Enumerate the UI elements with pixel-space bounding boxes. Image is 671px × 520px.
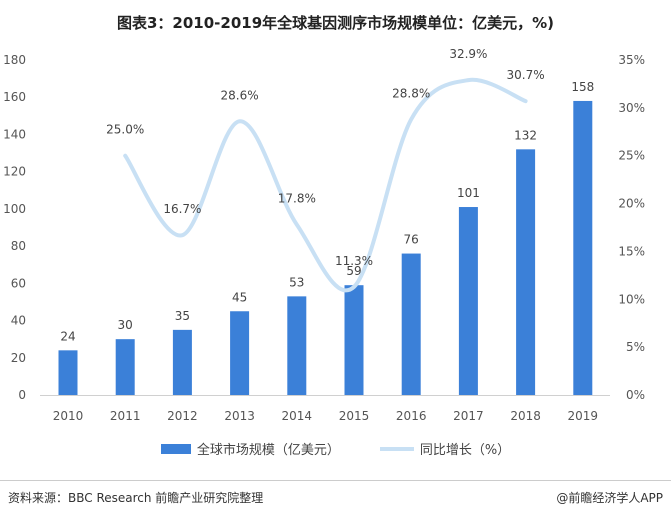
left-axis-tick: 80 xyxy=(11,239,26,253)
x-axis-tick: 2012 xyxy=(167,409,198,423)
legend-label-growth: 同比增长（%） xyxy=(419,443,511,458)
right-axis-tick: 0% xyxy=(626,388,645,402)
legend-item-growth: 同比增长（%） xyxy=(379,439,511,458)
bar xyxy=(573,100,593,395)
x-axis-tick: 2013 xyxy=(224,409,255,423)
left-axis-tick: 160 xyxy=(3,90,26,104)
growth-label: 16.7% xyxy=(163,202,201,216)
right-axis-tick: 25% xyxy=(618,149,645,163)
bar-label: 35 xyxy=(175,309,190,323)
right-axis-tick: 10% xyxy=(618,292,645,306)
bar xyxy=(172,329,192,395)
right-axis-tick: 15% xyxy=(618,244,645,258)
x-axis-tick: 2015 xyxy=(339,409,370,423)
growth-label: 25.0% xyxy=(106,123,144,137)
legend-item-market: 全球市场规模（亿美元） xyxy=(160,439,340,458)
x-axis-tick: 2011 xyxy=(110,409,141,423)
legend: 全球市场规模（亿美元） 同比增长（%） xyxy=(0,439,671,458)
bar xyxy=(344,285,364,395)
growth-label: 28.8% xyxy=(392,86,430,100)
legend-label-market: 全球市场规模（亿美元） xyxy=(196,443,340,458)
bar-label: 30 xyxy=(118,318,133,332)
left-axis-tick: 100 xyxy=(3,202,26,216)
growth-label: 30.7% xyxy=(507,68,545,82)
bar-label: 158 xyxy=(571,80,594,94)
right-axis-tick: 20% xyxy=(618,197,645,211)
bar xyxy=(58,350,78,395)
left-axis-tick: 40 xyxy=(11,314,26,328)
bar-label: 76 xyxy=(404,233,419,247)
right-axis-tick: 30% xyxy=(618,101,645,115)
bar xyxy=(287,296,307,395)
bar xyxy=(458,207,478,395)
left-axis-tick: 120 xyxy=(3,165,26,179)
left-axis-tick: 0 xyxy=(18,388,26,402)
legend-swatch-line xyxy=(379,446,414,451)
x-axis-tick: 2016 xyxy=(396,409,427,423)
right-axis-tick: 35% xyxy=(618,53,645,67)
bar-label: 45 xyxy=(232,290,247,304)
footer: 资料来源：BBC Research 前瞻产业研究院整理 @前瞻经济学人APP xyxy=(8,489,663,506)
growth-label: 17.8% xyxy=(278,192,316,206)
bar-label: 132 xyxy=(514,128,537,142)
growth-line xyxy=(123,77,528,293)
footer-divider xyxy=(0,480,671,481)
bar-label: 53 xyxy=(289,275,304,289)
growth-label: 28.6% xyxy=(221,88,259,102)
bar xyxy=(401,253,421,395)
left-axis-tick: 60 xyxy=(11,276,26,290)
right-axis-tick: 5% xyxy=(626,340,645,354)
left-axis-tick: 20 xyxy=(11,351,26,365)
x-axis-tick: 2018 xyxy=(510,409,541,423)
bar-label: 101 xyxy=(457,186,480,200)
bar xyxy=(516,149,536,395)
x-axis-tick: 2014 xyxy=(282,409,313,423)
legend-swatch-bar xyxy=(160,443,191,454)
chart-title: 图表3：2010-2019年全球基因测序市场规模单位：亿美元，%) xyxy=(116,14,555,32)
x-axis-tick: 2019 xyxy=(568,409,599,423)
growth-label: 32.9% xyxy=(449,47,487,61)
left-axis-tick: 140 xyxy=(3,127,26,141)
growth-label: 11.3% xyxy=(335,254,373,268)
bar xyxy=(230,311,250,395)
bar-label: 24 xyxy=(60,329,75,343)
brand-text: @前瞻经济学人APP xyxy=(556,491,663,505)
x-axis-tick: 2017 xyxy=(453,409,484,423)
source-text: 资料来源：BBC Research 前瞻产业研究院整理 xyxy=(8,491,264,505)
x-axis-tick: 2010 xyxy=(53,409,84,423)
left-axis-tick: 180 xyxy=(3,53,26,67)
bar-label: 59 xyxy=(346,264,361,278)
bar xyxy=(115,339,135,395)
